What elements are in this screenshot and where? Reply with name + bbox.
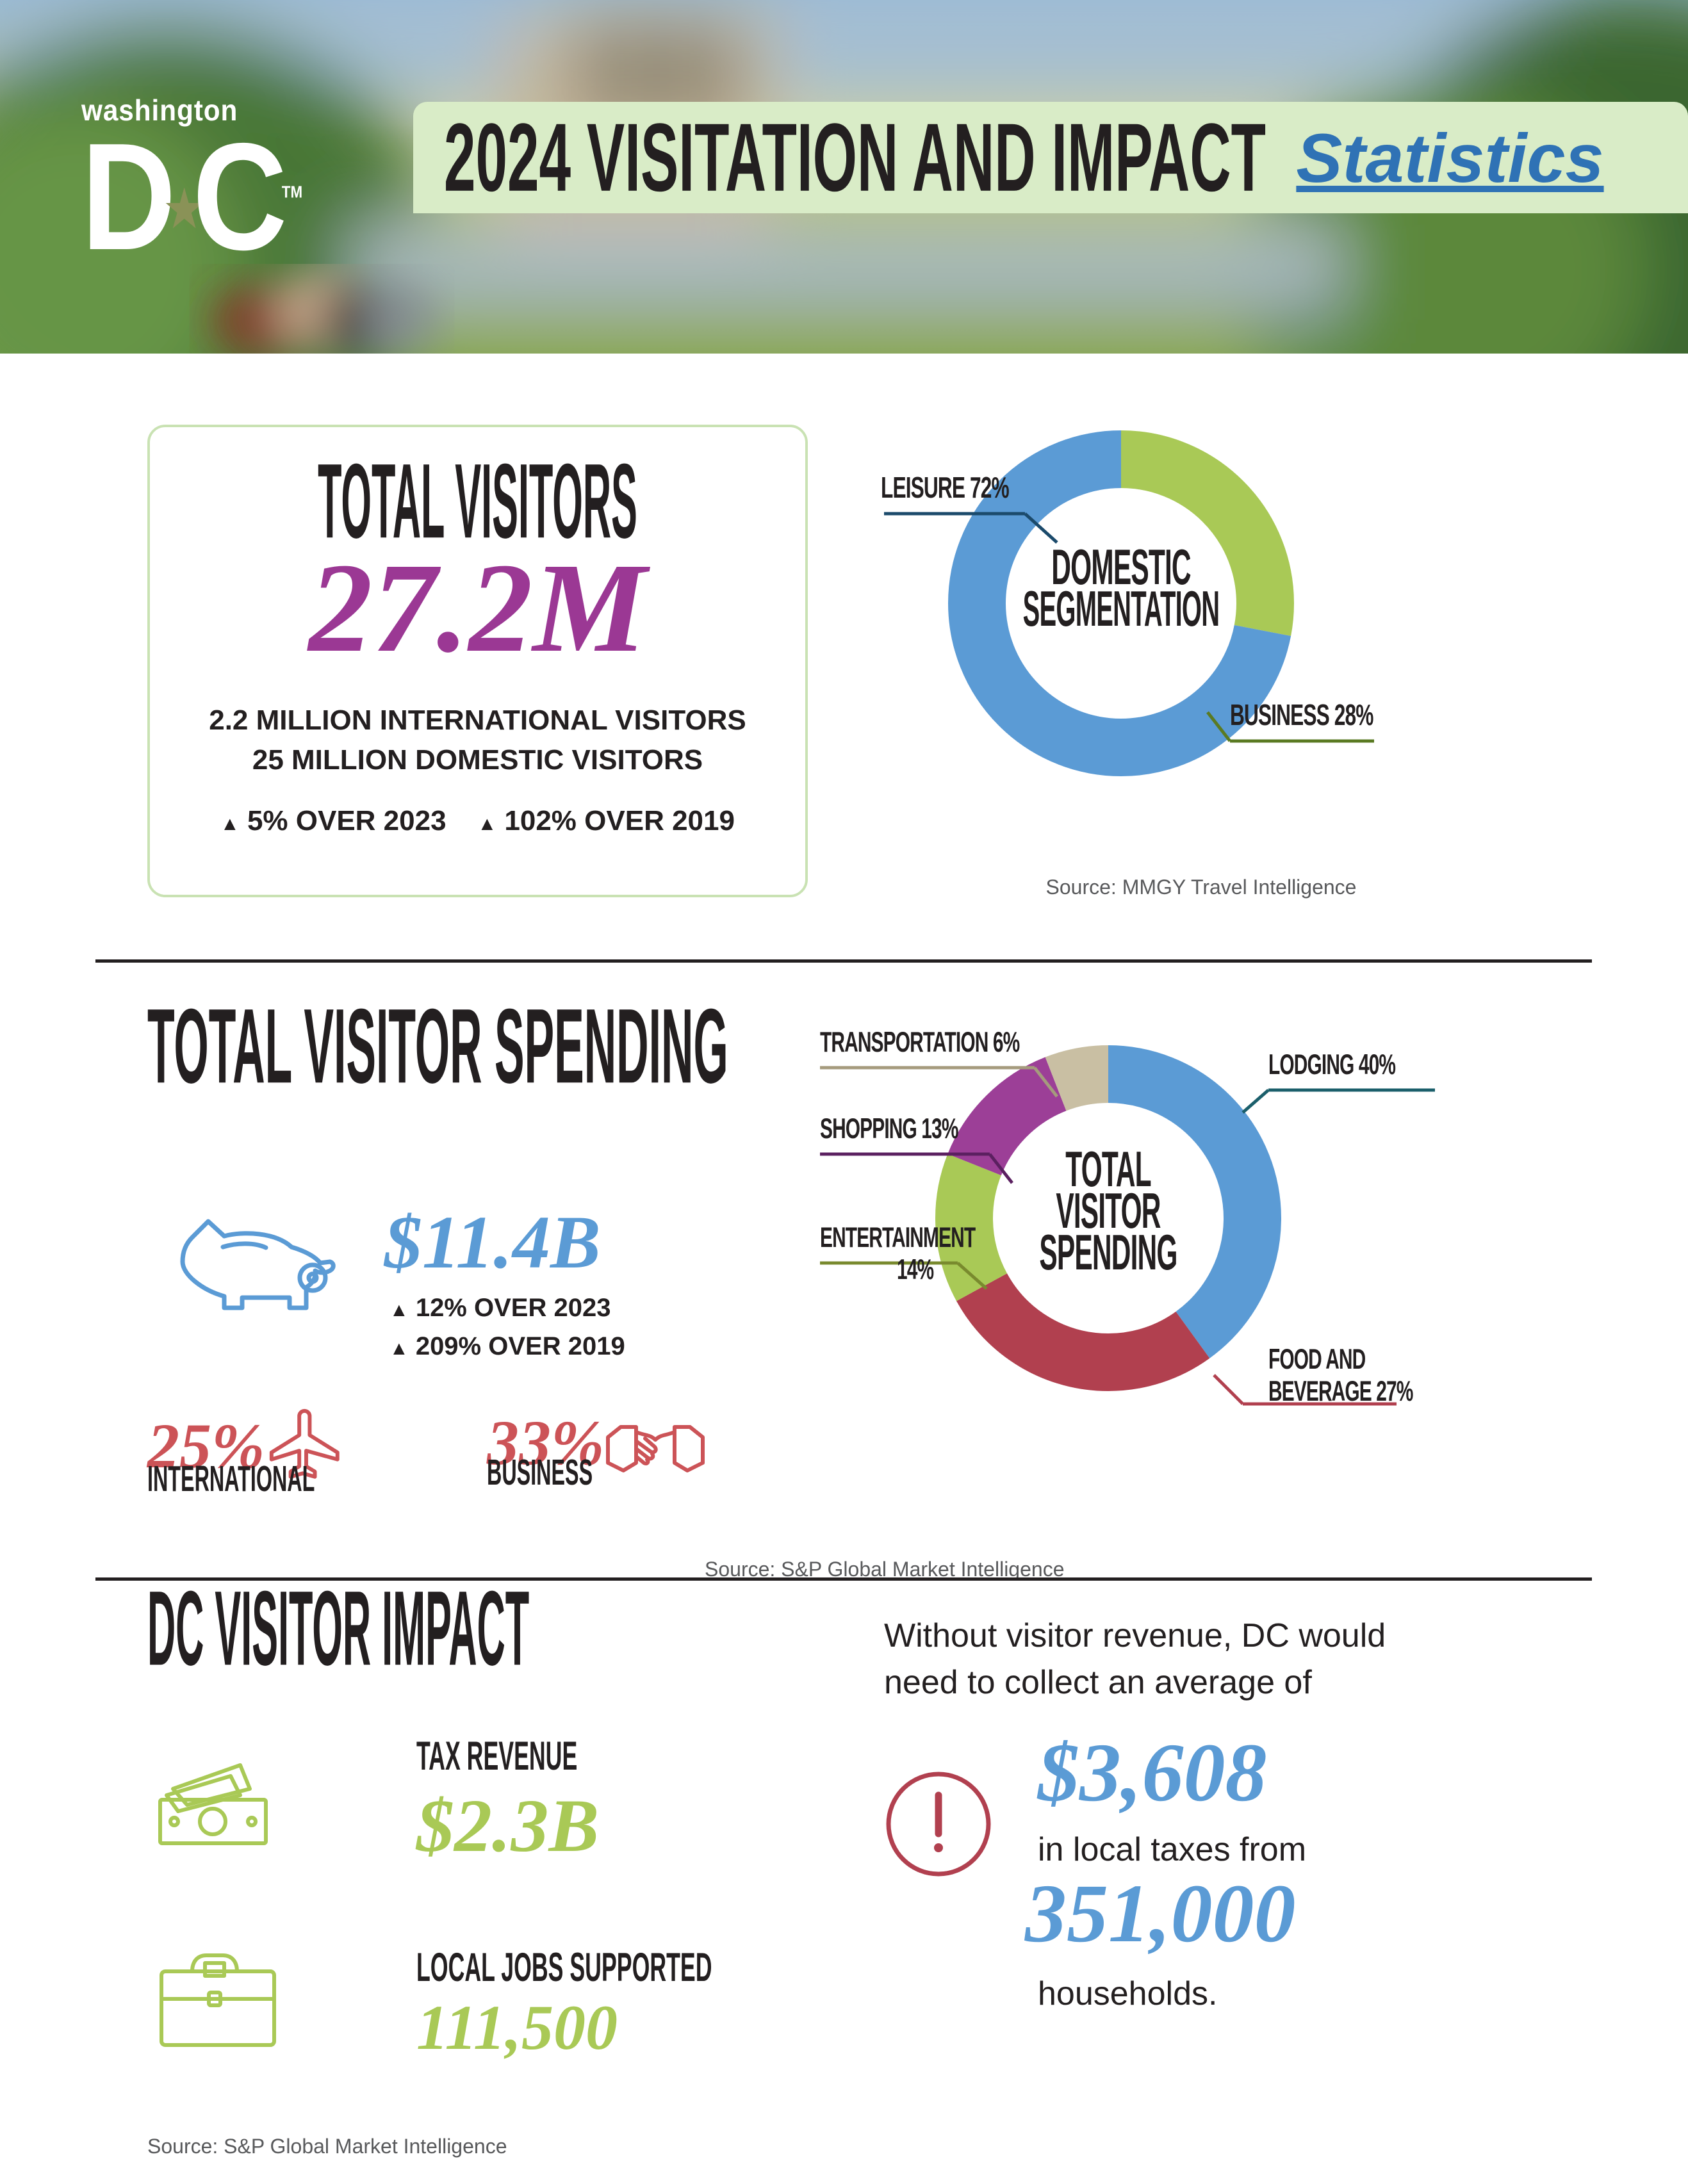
- svg-text:LODGING 40%: LODGING 40%: [1268, 1048, 1396, 1080]
- svg-text:FOOD AND: FOOD AND: [1268, 1343, 1365, 1374]
- svg-text:14%: 14%: [897, 1253, 934, 1285]
- svg-text:SEGMENTATION: SEGMENTATION: [1023, 582, 1220, 637]
- svg-text:ENTERTAINMENT: ENTERTAINMENT: [820, 1221, 976, 1253]
- svg-text:BUSINESS 28%: BUSINESS 28%: [1230, 699, 1373, 732]
- svg-text:LEISURE 72%: LEISURE 72%: [881, 471, 1009, 505]
- svg-text:BEVERAGE 27%: BEVERAGE 27%: [1268, 1375, 1413, 1406]
- svg-text:TRANSPORTATION 6%: TRANSPORTATION 6%: [820, 1026, 1020, 1057]
- svg-text:SHOPPING 13%: SHOPPING 13%: [820, 1112, 958, 1144]
- svg-text:SPENDING: SPENDING: [1039, 1225, 1177, 1281]
